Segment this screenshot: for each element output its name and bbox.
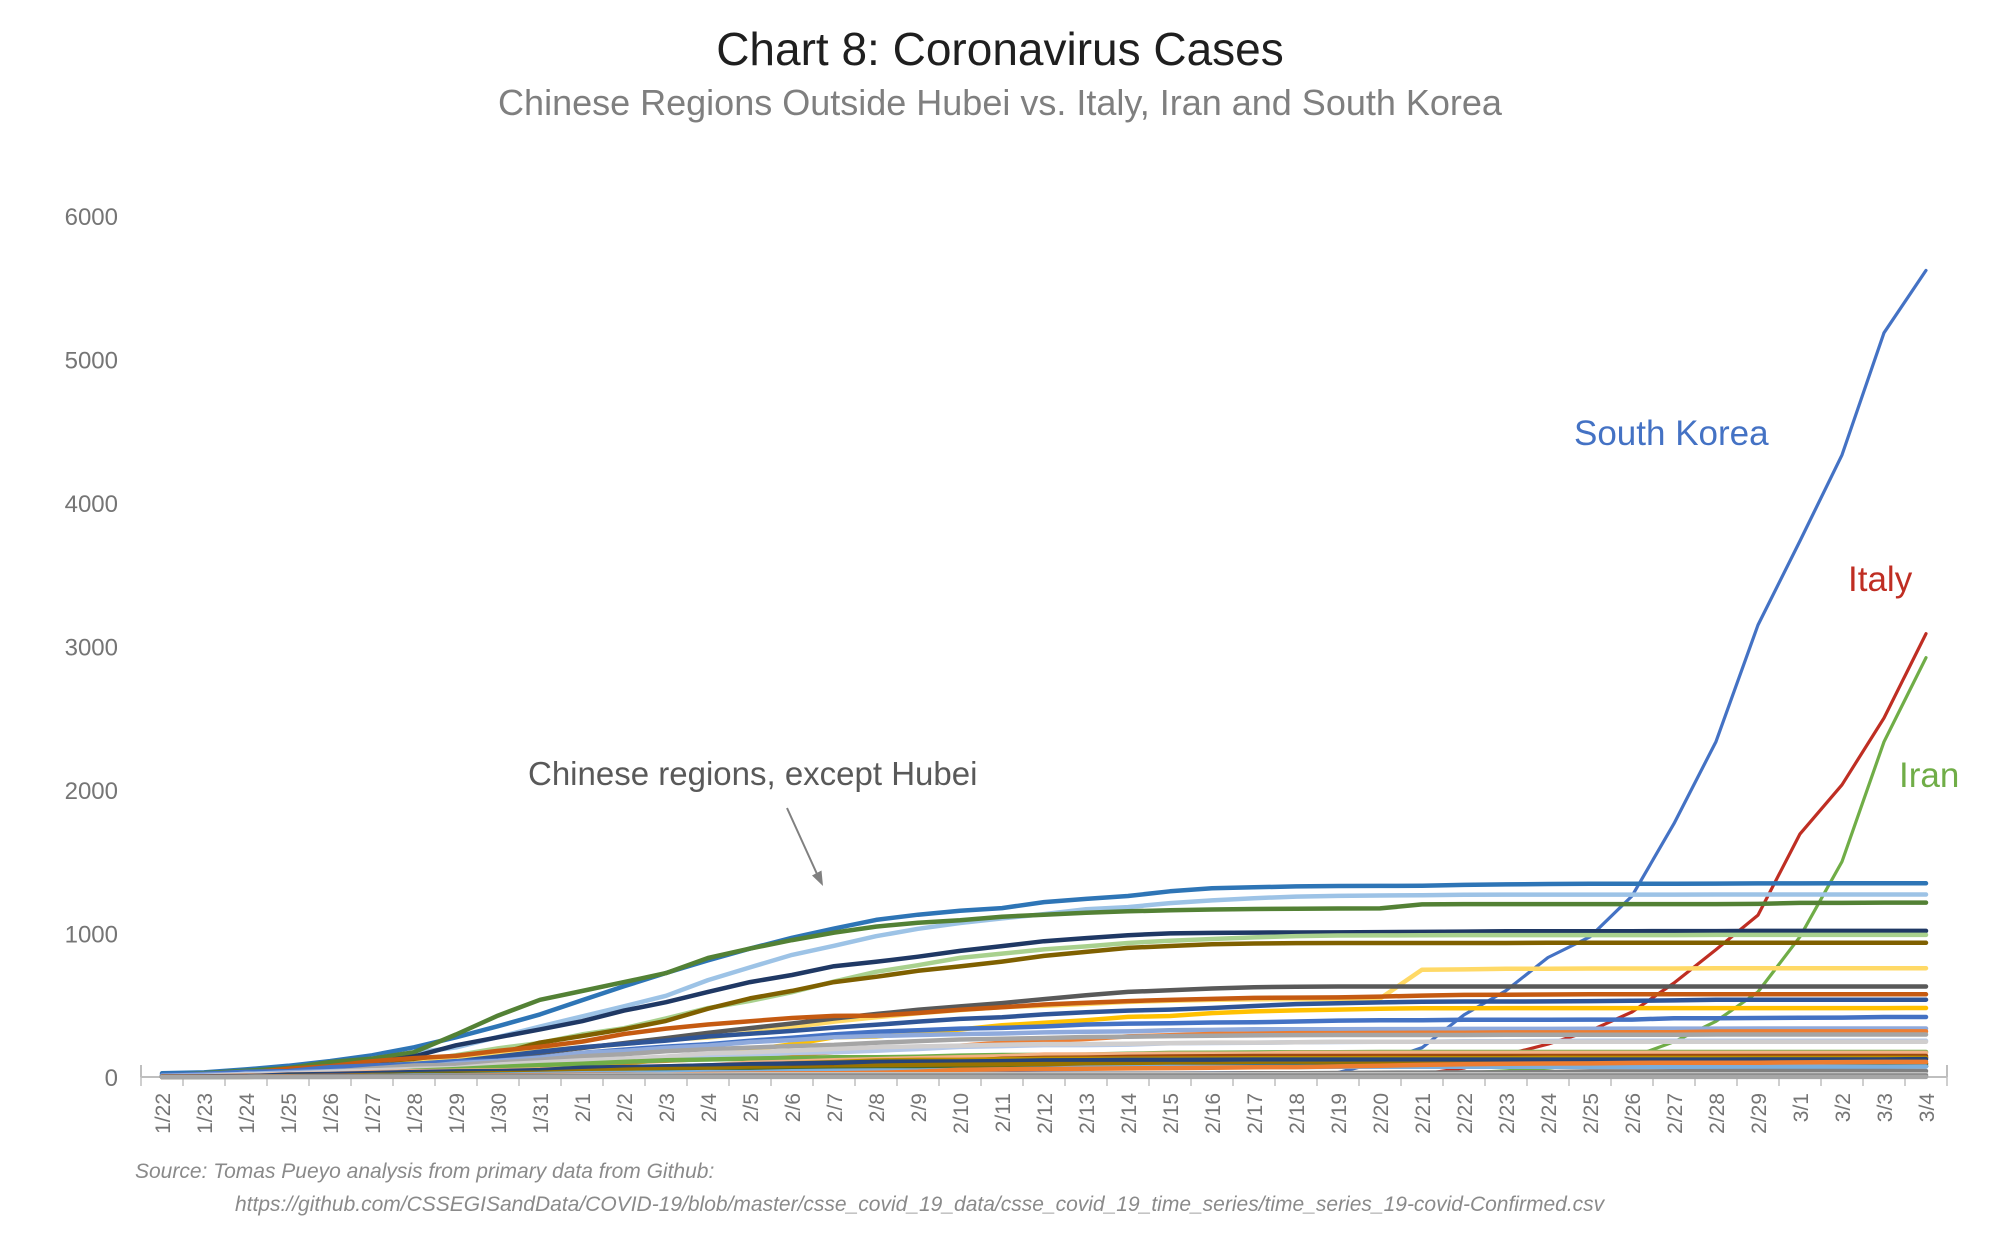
x-tick-label: 2/27: [1664, 1093, 1687, 1134]
x-tick-label: 1/30: [488, 1093, 511, 1134]
x-tick-label: 2/28: [1706, 1093, 1729, 1134]
chart-subtitle: Chinese Regions Outside Hubei vs. Italy,…: [498, 82, 1502, 123]
chart-title: Chart 8: Coronavirus Cases: [716, 23, 1284, 75]
y-tick-label: 0: [105, 1065, 118, 1092]
series-label-iran: Iran: [1899, 756, 1960, 795]
y-tick-label: 2000: [65, 778, 118, 805]
x-tick-label: 2/20: [1370, 1093, 1393, 1134]
x-tick-label: 1/27: [362, 1093, 385, 1134]
x-tick-label: 3/3: [1874, 1093, 1897, 1122]
x-tick-label: 3/4: [1916, 1093, 1939, 1123]
x-tick-label: 2/4: [698, 1093, 721, 1123]
x-tick-label: 2/25: [1580, 1093, 1603, 1134]
series-line-china-region-15: [159, 1032, 1929, 1080]
source-note: Source: Tomas Pueyo analysis from primar…: [135, 1155, 1604, 1221]
x-tick-label: 2/16: [1202, 1093, 1225, 1134]
series-line-china-region-04: [159, 928, 1929, 1079]
y-tick-label: 6000: [65, 204, 118, 231]
x-tick-label: 2/7: [824, 1093, 847, 1122]
x-tick-label: 2/6: [782, 1093, 805, 1122]
source-line-1: Source: Tomas Pueyo analysis from primar…: [135, 1160, 715, 1183]
x-tick-label: 2/18: [1286, 1093, 1309, 1134]
x-tick-label: 1/31: [530, 1093, 553, 1134]
source-line-2: https://github.com/CSSEGISandData/COVID-…: [235, 1193, 1605, 1216]
x-tick-label: 2/29: [1748, 1093, 1771, 1134]
x-tick-label: 3/1: [1790, 1093, 1813, 1122]
x-tick-label: 2/19: [1328, 1093, 1351, 1134]
x-tick-label: 2/9: [908, 1093, 931, 1122]
y-tick-label: 3000: [65, 635, 118, 662]
x-tick-label: 2/24: [1538, 1093, 1561, 1134]
x-tick-label: 2/5: [740, 1093, 763, 1122]
series-line-china-region-09: [159, 992, 1929, 1079]
x-tick-label: 2/1: [572, 1093, 595, 1122]
y-tick-label: 4000: [65, 491, 118, 518]
x-tick-label: 2/2: [614, 1093, 637, 1122]
series-line-china-region-03: [159, 900, 1929, 1078]
x-tick-label: 1/23: [194, 1093, 217, 1134]
x-tick-label: 2/23: [1496, 1093, 1519, 1134]
x-tick-label: 2/22: [1454, 1093, 1477, 1134]
x-tick-label: 1/25: [278, 1093, 301, 1134]
series-line-italy: [160, 632, 1928, 1079]
x-tick-label: 3/2: [1832, 1093, 1855, 1122]
series-label-south-korea: South Korea: [1574, 414, 1769, 453]
x-tick-label: 2/21: [1412, 1093, 1435, 1134]
x-tick-label: 1/26: [320, 1093, 343, 1134]
series-line-china-region-01: [159, 881, 1929, 1076]
x-tick-label: 2/17: [1244, 1093, 1267, 1134]
y-tick-label: 5000: [65, 348, 118, 375]
x-tick-label: 2/13: [1076, 1093, 1099, 1134]
x-tick-label: 2/26: [1622, 1093, 1645, 1134]
x-tick-label: 2/10: [950, 1093, 973, 1134]
x-tick-label: 1/28: [404, 1093, 427, 1134]
x-tick-label: 2/14: [1118, 1093, 1141, 1134]
x-tick-label: 2/8: [866, 1093, 889, 1122]
annotation-chinese-regions: Chinese regions, except Hubei: [528, 755, 978, 792]
x-tick-label: 2/3: [656, 1093, 679, 1122]
x-tick-label: 1/22: [152, 1093, 175, 1134]
y-tick-label: 1000: [65, 922, 118, 949]
x-tick-label: 2/15: [1160, 1093, 1183, 1134]
x-tick-label: 2/11: [992, 1093, 1015, 1132]
x-tick-label: 1/29: [446, 1093, 469, 1134]
annotation-arrow-icon: [786, 807, 823, 886]
x-tick-label: 1/24: [236, 1093, 259, 1134]
series-label-italy: Italy: [1848, 560, 1913, 599]
x-tick-label: 2/12: [1034, 1093, 1057, 1134]
